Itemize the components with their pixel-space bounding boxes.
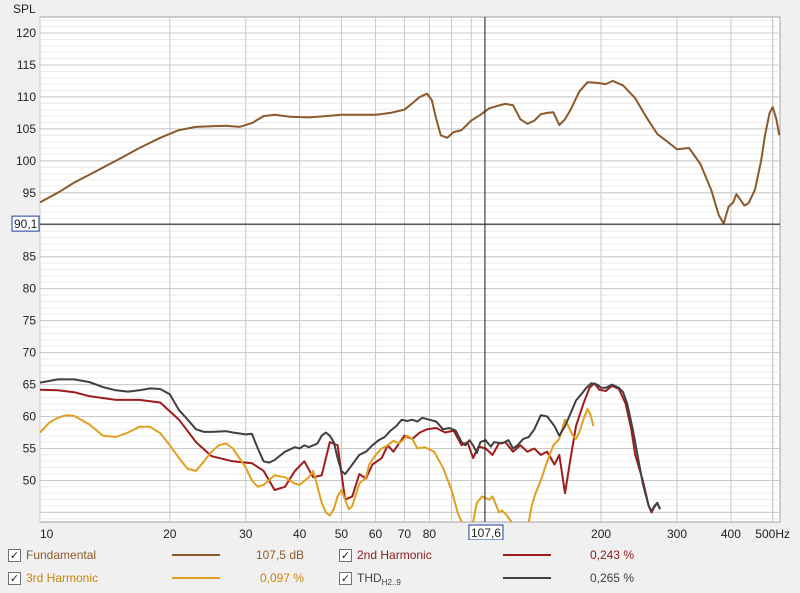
- cursor-y-readout: 90,1: [14, 217, 38, 231]
- thd-label-main: THD: [357, 571, 382, 585]
- grid-lines: [39, 17, 780, 522]
- y-tick-label: 50: [23, 473, 37, 487]
- y-tick-label: 75: [23, 314, 37, 328]
- y-tick-label: 95: [23, 186, 37, 200]
- x-tick-label: 400: [721, 527, 741, 540]
- y-tick-label: 80: [23, 282, 37, 296]
- y-tick-label: 70: [23, 346, 37, 360]
- 2nd-harmonic-value: 0,243 %: [589, 548, 634, 562]
- 3rd-harmonic-label: 3rd Harmonic: [26, 571, 99, 585]
- thd-swatch: [503, 577, 551, 579]
- 2nd-harmonic-checkbox[interactable]: ✓: [339, 549, 352, 562]
- 2nd-harmonic-label: 2nd Harmonic: [357, 548, 432, 562]
- series-h2-line: [39, 382, 661, 514]
- y-axis-label: SPL: [13, 2, 36, 16]
- series-lines: [39, 79, 781, 523]
- cursor[interactable]: 90,1 107,6: [11, 17, 780, 540]
- x-tick-label: 80: [423, 527, 437, 540]
- y-axis-ticks: 50 55 60 65 70 75 80 85 95 100 105 110 115 120: [16, 26, 36, 487]
- x-axis-ticks: 10203040506070801200300400500Hz: [40, 527, 790, 540]
- y-tick-label: 65: [23, 378, 37, 392]
- legend-row-2: ✓ 3rd Harmonic 0,097 % ✓ THDH2..9 0,265 …: [0, 569, 800, 589]
- y-tick-label: 85: [23, 250, 37, 264]
- series-thd-line: [39, 378, 661, 513]
- x-tick-label: 50: [335, 527, 349, 540]
- y-tick-label: 105: [16, 122, 36, 136]
- x-tick-label: 200: [591, 527, 611, 540]
- y-tick-label: 110: [17, 90, 36, 104]
- y-tick-label: 120: [16, 26, 36, 40]
- spl-chart[interactable]: SPL 10203040506070801200300400500Hz 5055…: [0, 0, 800, 540]
- y-tick-label: 115: [17, 58, 36, 72]
- 3rd-harmonic-swatch: [172, 577, 220, 579]
- fundamental-label: Fundamental: [26, 548, 97, 562]
- 3rd-harmonic-value: 0,097 %: [259, 571, 304, 585]
- cursor-x-readout: 107,6: [471, 526, 501, 540]
- x-tick-label: 10: [40, 527, 54, 540]
- y-tick-label: 60: [23, 410, 37, 424]
- thd-label: THDH2..9: [357, 571, 401, 587]
- thd-label-subscript: H2..9: [381, 578, 401, 587]
- y-tick-label: 100: [16, 154, 36, 168]
- cursor-y-readout-box: [11, 215, 40, 232]
- 2nd-harmonic-swatch: [503, 554, 551, 556]
- x-tick-label: 300: [667, 527, 687, 540]
- x-tick-label: 20: [163, 527, 177, 540]
- y-tick-label: 55: [23, 441, 37, 455]
- fundamental-swatch: [172, 554, 220, 556]
- x-tick-label: 500Hz: [755, 527, 790, 540]
- series-fundamental-line: [39, 79, 781, 225]
- thd-value: 0,265 %: [589, 571, 634, 585]
- fundamental-value: 107,5 dB: [255, 548, 304, 562]
- series-h3-line: [39, 414, 463, 523]
- legend: ✓ Fundamental 107,5 dB ✓ 2nd Harmonic 0,…: [0, 540, 800, 593]
- x-tick-label: 40: [293, 527, 307, 540]
- legend-row-1: ✓ Fundamental 107,5 dB ✓ 2nd Harmonic 0,…: [0, 546, 800, 566]
- fundamental-checkbox[interactable]: ✓: [8, 549, 21, 562]
- x-tick-label: 30: [239, 527, 253, 540]
- x-tick-label: 60: [369, 527, 383, 540]
- series-h3-line: [472, 495, 513, 523]
- 3rd-harmonic-checkbox[interactable]: ✓: [8, 572, 21, 585]
- cursor-x-readout-box: [468, 524, 504, 540]
- x-tick-label: 70: [398, 527, 412, 540]
- thd-checkbox[interactable]: ✓: [339, 572, 352, 585]
